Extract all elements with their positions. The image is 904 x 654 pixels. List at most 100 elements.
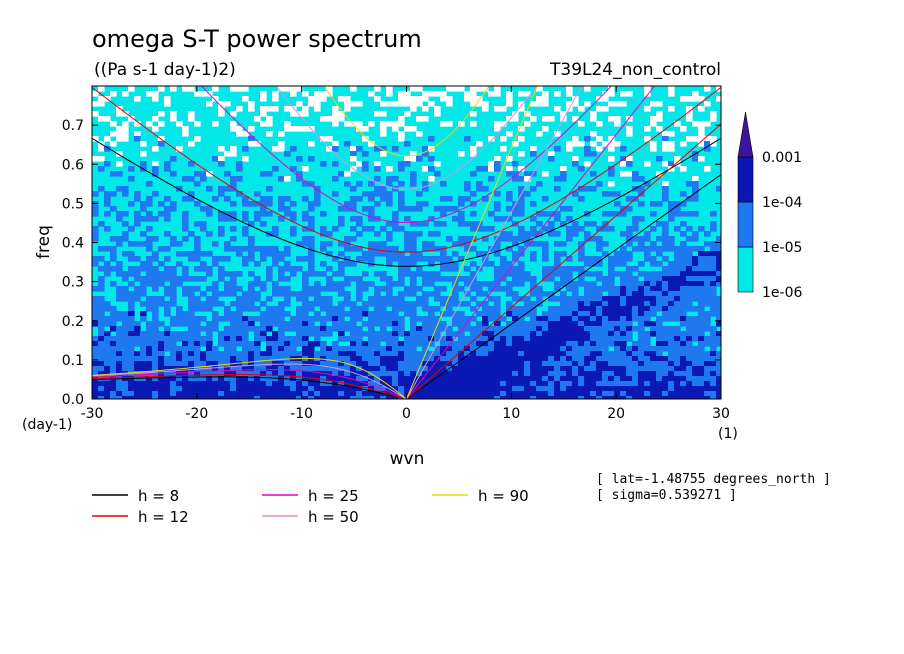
y-tick-label: 0.3 (62, 275, 84, 291)
power-cell (254, 371, 261, 377)
power-cell (188, 141, 195, 147)
power-cell (584, 316, 591, 322)
power-cell (536, 376, 543, 382)
power-cell (224, 376, 231, 382)
kelvin-wave-curve (406, 86, 538, 399)
power-cell (338, 321, 345, 327)
power-cell (128, 271, 135, 277)
power-cell (428, 256, 435, 262)
power-cell (422, 166, 429, 172)
power-cell (332, 256, 339, 262)
power-cell (440, 221, 447, 227)
power-cell (608, 291, 615, 297)
power-cell (488, 391, 495, 397)
power-cell (116, 241, 123, 247)
power-cell (212, 86, 219, 92)
power-cell (638, 396, 645, 399)
power-cell (200, 176, 207, 182)
power-cell (662, 396, 669, 399)
power-cell (248, 236, 255, 242)
power-cell (380, 311, 387, 317)
power-cell (392, 346, 399, 352)
power-cell (518, 246, 525, 252)
power-cell (212, 346, 219, 352)
power-cell (122, 311, 129, 317)
power-cell (200, 391, 207, 397)
power-cell (296, 391, 303, 397)
power-cell (698, 356, 705, 362)
power-cell (182, 236, 189, 242)
power-cell (110, 266, 117, 272)
power-cell (146, 261, 153, 267)
power-cell (404, 161, 411, 167)
power-cell (584, 361, 591, 367)
power-cell (404, 256, 411, 262)
power-cell (176, 281, 183, 287)
power-cell (134, 321, 141, 327)
power-cell (608, 341, 615, 347)
power-cell (422, 301, 429, 307)
power-cell (242, 261, 249, 267)
power-cell (206, 391, 213, 397)
power-cell (632, 216, 639, 222)
power-cell (542, 211, 549, 217)
power-cell (398, 296, 405, 302)
power-cell (110, 351, 117, 357)
power-cell (578, 361, 585, 367)
power-cell (602, 376, 609, 382)
power-cell (440, 301, 447, 307)
power-cell (494, 246, 501, 252)
power-cell (518, 341, 525, 347)
power-cell (578, 366, 585, 372)
power-cell (686, 391, 693, 397)
power-cell (404, 301, 411, 307)
power-cell (98, 96, 105, 102)
power-cell (584, 326, 591, 332)
power-cell (272, 281, 279, 287)
power-cell (494, 191, 501, 197)
power-cell (284, 321, 291, 327)
power-cell (176, 321, 183, 327)
power-cell (122, 126, 129, 132)
power-cell (422, 181, 429, 187)
power-cell (446, 396, 453, 399)
power-cell (404, 126, 411, 132)
power-cell (500, 396, 507, 399)
power-cell (542, 266, 549, 272)
power-cell (320, 241, 327, 247)
power-cell (278, 366, 285, 372)
power-cell (536, 211, 543, 217)
power-cell (206, 296, 213, 302)
power-cell (614, 201, 621, 207)
power-cell (242, 366, 249, 372)
power-cell (584, 321, 591, 327)
power-cell (218, 336, 225, 342)
power-cell (584, 271, 591, 277)
power-cell (386, 281, 393, 287)
power-cell (464, 276, 471, 282)
power-cell (152, 376, 159, 382)
power-cell (548, 266, 555, 272)
power-cell (386, 121, 393, 127)
power-cell (680, 376, 687, 382)
power-cell (314, 316, 321, 322)
power-cell (512, 341, 519, 347)
power-cell (620, 286, 627, 292)
power-cell (104, 196, 111, 202)
power-cell (488, 331, 495, 337)
power-cell (494, 366, 501, 372)
power-cell (458, 371, 465, 377)
power-cell (248, 251, 255, 257)
power-cell (98, 351, 105, 357)
power-cell (122, 341, 129, 347)
power-cell (560, 366, 567, 372)
power-cell (170, 116, 177, 122)
power-cell (368, 326, 375, 332)
power-cell (212, 256, 219, 262)
power-cell (320, 211, 327, 217)
power-cell (374, 96, 381, 102)
power-cell (332, 176, 339, 182)
power-cell (104, 371, 111, 377)
power-cell (380, 321, 387, 327)
power-cell (236, 356, 243, 362)
